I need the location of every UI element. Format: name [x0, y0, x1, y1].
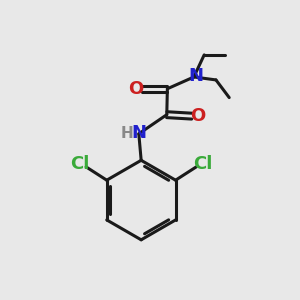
Text: Cl: Cl: [70, 155, 89, 173]
Text: N: N: [189, 68, 204, 85]
Text: O: O: [190, 107, 205, 125]
Text: H: H: [121, 126, 134, 141]
Text: O: O: [128, 80, 143, 98]
Text: N: N: [131, 124, 146, 142]
Text: Cl: Cl: [193, 155, 212, 173]
